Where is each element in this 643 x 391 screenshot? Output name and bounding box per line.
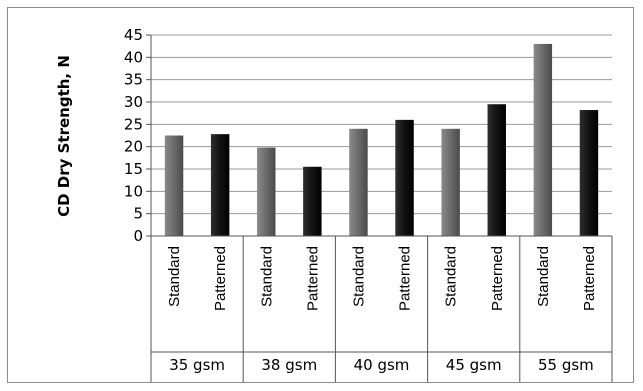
- x-category-label: Standard: [166, 246, 183, 307]
- y-tick-label: 20: [124, 138, 143, 156]
- y-axis-title: CD Dry Strength, N: [55, 55, 73, 217]
- axes: [146, 34, 613, 382]
- x-category-label: Patterned: [212, 246, 229, 311]
- bar-patterned-35-gsm: [210, 134, 230, 236]
- x-group-label: 45 gsm: [446, 356, 502, 374]
- x-category-label: Patterned: [397, 246, 414, 311]
- x-category-label: Standard: [258, 246, 275, 307]
- x-category-label: Standard: [535, 246, 552, 307]
- y-tick-label: 15: [124, 160, 143, 178]
- x-category-label: Patterned: [489, 246, 506, 311]
- y-tick-label: 45: [124, 26, 143, 44]
- y-tick-label: 0: [133, 227, 143, 245]
- x-category-label: Standard: [443, 246, 460, 307]
- bar-patterned-40-gsm: [395, 119, 414, 236]
- y-tick-label: 25: [124, 115, 143, 133]
- bars: [164, 43, 599, 236]
- bar-patterned-45-gsm: [487, 104, 506, 236]
- bar-patterned-38-gsm: [303, 166, 322, 236]
- y-tick-label: 5: [133, 205, 143, 223]
- x-group-label: 38 gsm: [261, 356, 317, 374]
- x-group-label: 55 gsm: [538, 356, 594, 374]
- bar-standard-55-gsm: [533, 43, 553, 236]
- bar-patterned-55-gsm: [579, 110, 599, 236]
- bar-standard-40-gsm: [349, 128, 368, 236]
- x-category-label: Patterned: [304, 246, 321, 311]
- bar-standard-35-gsm: [164, 135, 184, 236]
- x-category-label: Standard: [350, 246, 367, 307]
- bar-standard-38-gsm: [257, 147, 276, 236]
- bar-standard-45-gsm: [441, 128, 460, 236]
- x-group-label: 35 gsm: [169, 356, 225, 374]
- x-group-label: 40 gsm: [354, 356, 410, 374]
- y-tick-label: 30: [124, 93, 143, 111]
- y-tick-label: 40: [124, 48, 143, 66]
- axis-labels: 0 5 10 15 20 25 30 35 40 45 Standard Patterned 35 gs…: [124, 26, 598, 374]
- y-tick-label: 10: [124, 182, 143, 200]
- x-category-label: Patterned: [581, 246, 598, 311]
- y-tick-label: 35: [124, 71, 143, 89]
